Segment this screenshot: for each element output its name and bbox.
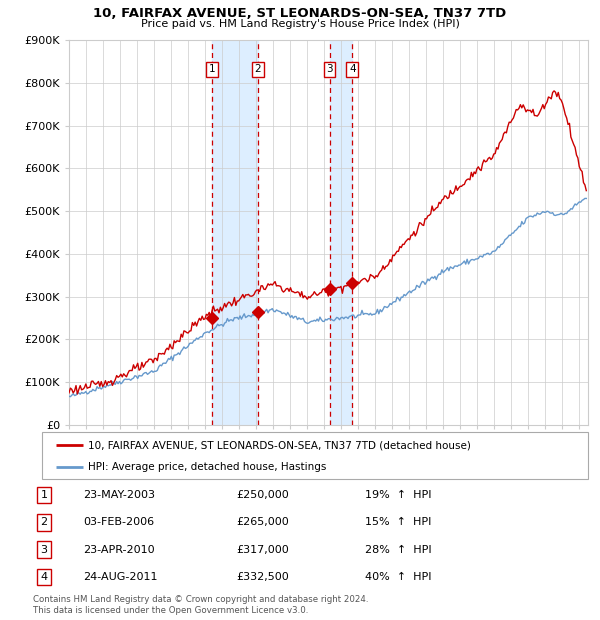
Text: 15%  ↑  HPI: 15% ↑ HPI: [365, 518, 431, 528]
Text: 28%  ↑  HPI: 28% ↑ HPI: [365, 544, 431, 554]
Text: 40%  ↑  HPI: 40% ↑ HPI: [365, 572, 431, 582]
Text: 1: 1: [208, 64, 215, 74]
Bar: [212, 40, 258, 425]
Text: 23-MAY-2003: 23-MAY-2003: [83, 490, 155, 500]
Text: 10, FAIRFAX AVENUE, ST LEONARDS-ON-SEA, TN37 7TD (detached house): 10, FAIRFAX AVENUE, ST LEONARDS-ON-SEA, …: [88, 440, 471, 450]
Text: 10, FAIRFAX AVENUE, ST LEONARDS-ON-SEA, TN37 7TD: 10, FAIRFAX AVENUE, ST LEONARDS-ON-SEA, …: [94, 7, 506, 20]
Text: This data is licensed under the Open Government Licence v3.0.: This data is licensed under the Open Gov…: [33, 606, 308, 616]
Text: 2: 2: [254, 64, 261, 74]
Text: 03-FEB-2006: 03-FEB-2006: [83, 518, 154, 528]
Text: 1: 1: [40, 490, 47, 500]
Text: 2: 2: [40, 518, 47, 528]
Text: Contains HM Land Registry data © Crown copyright and database right 2024.: Contains HM Land Registry data © Crown c…: [33, 595, 368, 604]
Text: 4: 4: [349, 64, 356, 74]
Bar: [329, 40, 352, 425]
Text: 4: 4: [40, 572, 47, 582]
Text: 19%  ↑  HPI: 19% ↑ HPI: [365, 490, 431, 500]
Text: HPI: Average price, detached house, Hastings: HPI: Average price, detached house, Hast…: [88, 462, 327, 472]
Text: £250,000: £250,000: [236, 490, 289, 500]
Text: £332,500: £332,500: [236, 572, 289, 582]
Text: 3: 3: [326, 64, 333, 74]
Text: £317,000: £317,000: [236, 544, 289, 554]
Text: £265,000: £265,000: [236, 518, 289, 528]
Text: 3: 3: [40, 544, 47, 554]
Text: 23-APR-2010: 23-APR-2010: [83, 544, 155, 554]
Text: Price paid vs. HM Land Registry's House Price Index (HPI): Price paid vs. HM Land Registry's House …: [140, 19, 460, 29]
Text: 24-AUG-2011: 24-AUG-2011: [83, 572, 158, 582]
